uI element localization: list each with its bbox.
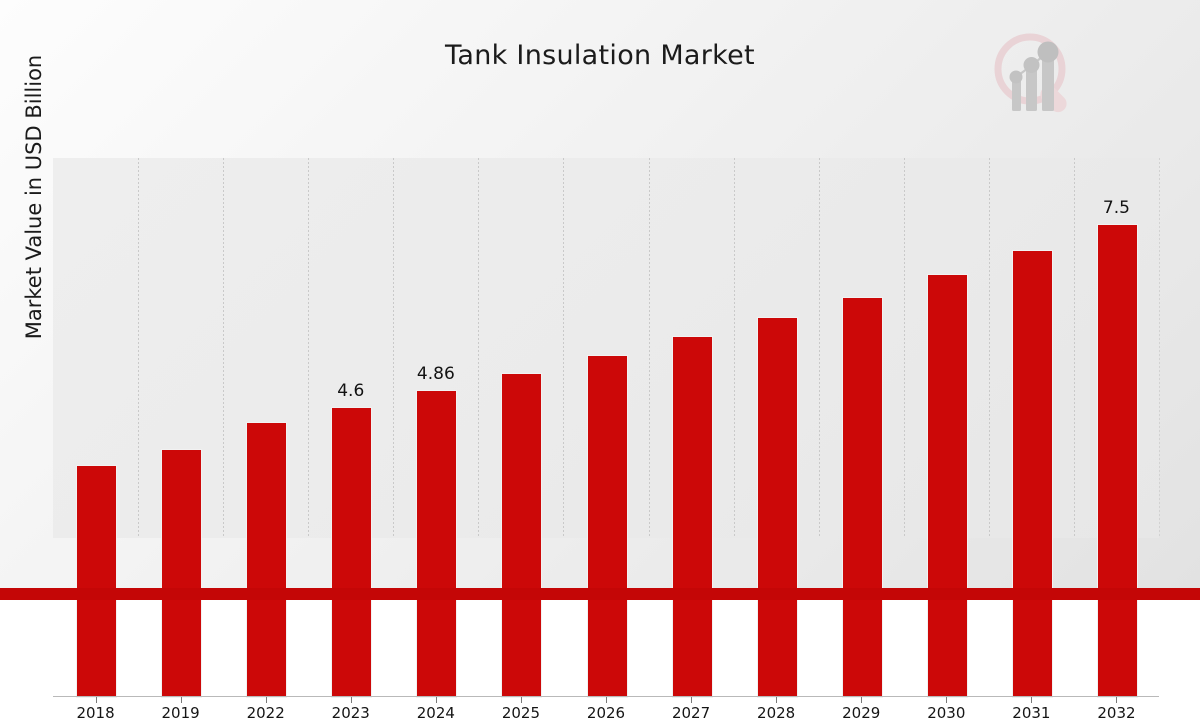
x-axis-tick: [1116, 697, 1117, 703]
x-tick-label-2022: 2022: [246, 704, 285, 722]
x-tick-label-2018: 2018: [76, 704, 115, 722]
x-axis-tick: [181, 697, 182, 703]
bar-2018[interactable]: [76, 465, 118, 698]
x-axis-tick: [691, 697, 692, 703]
x-axis-tick: [861, 697, 862, 703]
bar-value-label-2023: 4.6: [337, 380, 365, 401]
x-tick-label-2024: 2024: [416, 704, 455, 722]
bar-2019[interactable]: [161, 449, 203, 698]
x-tick-label-2030: 2030: [927, 704, 966, 722]
bar-2028[interactable]: [756, 317, 798, 698]
gridline: [1159, 158, 1160, 538]
x-axis-tick: [351, 697, 352, 703]
x-tick-label-2031: 2031: [1012, 704, 1051, 722]
gridline: [649, 158, 650, 538]
bar-2025[interactable]: [501, 373, 543, 698]
bar-2023[interactable]: [331, 406, 373, 698]
gridline: [223, 158, 224, 538]
gridline: [308, 158, 309, 538]
gridline: [393, 158, 394, 538]
gridline: [989, 158, 990, 538]
gridline: [563, 158, 564, 538]
gridline: [734, 158, 735, 538]
plot-area: 4.6 4.86 7.5 2018 2019 2022 2023 2024 2025 2026 2…: [53, 158, 1160, 722]
gridline: [478, 158, 479, 538]
x-tick-label-2032: 2032: [1097, 704, 1136, 722]
bar-2024[interactable]: [416, 390, 458, 698]
bar-2032[interactable]: [1096, 224, 1138, 698]
x-axis-tick: [436, 697, 437, 703]
y-axis-title: Market Value in USD Billion: [22, 54, 46, 340]
x-tick-label-2019: 2019: [161, 704, 200, 722]
gridline: [819, 158, 820, 538]
x-tick-label-2027: 2027: [671, 704, 711, 722]
magnifier-bar-chart-logo-icon: [988, 27, 1084, 123]
gridline: [138, 158, 139, 538]
bar-2026[interactable]: [586, 354, 628, 698]
footer-accent-bar: [0, 588, 1200, 600]
bar-2030[interactable]: [926, 273, 968, 698]
gridline: [904, 158, 905, 538]
x-axis-tick: [776, 697, 777, 703]
x-axis-tick: [606, 697, 607, 703]
bar-2029[interactable]: [841, 297, 883, 698]
bar-value-label-2032: 7.5: [1102, 198, 1130, 219]
bar-2027[interactable]: [671, 336, 713, 698]
bar-value-label-2024: 4.86: [416, 364, 455, 385]
x-tick-label-2028: 2028: [757, 704, 796, 722]
x-tick-label-2029: 2029: [842, 704, 881, 722]
x-axis-tick: [266, 697, 267, 703]
x-tick-label-2026: 2026: [586, 704, 626, 722]
gridline: [1074, 158, 1075, 538]
x-axis-tick: [96, 697, 97, 703]
x-tick-label-2023: 2023: [331, 704, 370, 722]
bar-2022[interactable]: [246, 421, 288, 698]
bar-2031[interactable]: [1011, 249, 1053, 698]
x-axis-tick: [946, 697, 947, 703]
x-axis-tick: [521, 697, 522, 703]
chart-title: Tank Insulation Market: [445, 40, 755, 71]
x-axis-tick: [1031, 697, 1032, 703]
x-tick-label-2025: 2025: [501, 704, 541, 722]
